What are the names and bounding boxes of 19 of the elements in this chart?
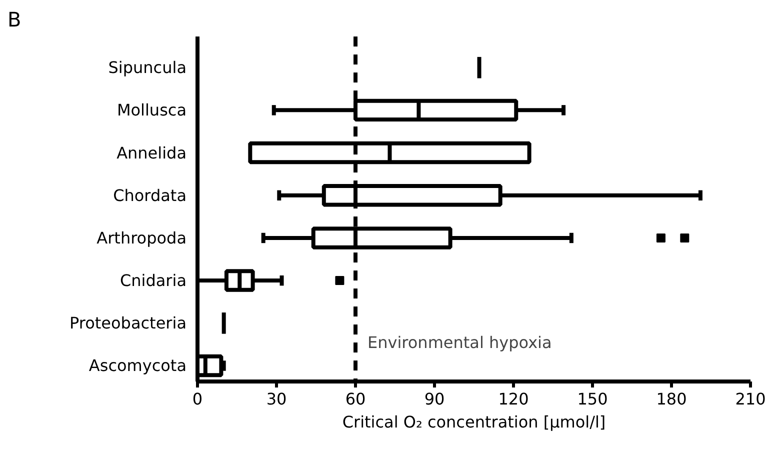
x-tick-label: 180	[656, 390, 687, 408]
x-tick-label: 90	[424, 390, 445, 408]
x-tick-label: 60	[345, 390, 366, 408]
y-tick-label: Proteobacteria	[70, 314, 187, 333]
x-tick-label: 120	[498, 390, 529, 408]
x-axis-title: Critical O₂ concentration [µmol/l]	[342, 412, 606, 432]
y-tick-label: Mollusca	[116, 100, 186, 120]
x-tick-label: 0	[192, 390, 203, 408]
ref-line-label: Environmental hypoxia	[368, 332, 552, 352]
y-tick-label: Ascomycota	[88, 356, 187, 376]
y-tick-label: Arthropoda	[96, 228, 186, 248]
y-tick-label: Cnidaria	[120, 271, 186, 290]
y-tick-label: Sipuncula	[108, 58, 187, 78]
x-tick-label: 210	[735, 390, 766, 408]
x-tick-label: 30	[266, 390, 287, 408]
text: B	[8, 8, 22, 32]
y-tick-label: Annelida	[116, 143, 186, 162]
x-tick-label: 150	[577, 390, 608, 408]
y-tick-label: Chordata	[113, 186, 186, 205]
